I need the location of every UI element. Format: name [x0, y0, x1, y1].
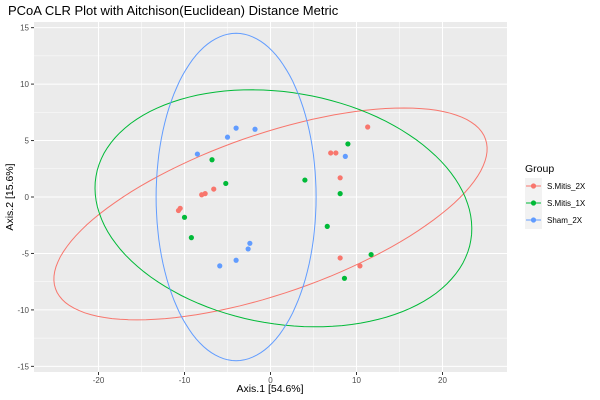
- legend-label: S.Mitis_1X: [547, 199, 586, 208]
- x-tick-label: 10: [352, 376, 361, 385]
- point-sham-2x: [194, 151, 200, 157]
- point-s-mitis-1x: [209, 157, 215, 163]
- point-s-mitis-2x: [365, 124, 371, 130]
- point-sham-2x: [342, 153, 348, 159]
- point-s-mitis-1x: [345, 141, 351, 147]
- point-sham-2x: [245, 246, 251, 252]
- y-tick-label: -15: [17, 362, 29, 371]
- point-sham-2x: [224, 134, 231, 140]
- legend-title: Group: [525, 163, 554, 175]
- point-s-mitis-2x: [211, 186, 217, 192]
- legend-item: S.Mitis_1X: [525, 195, 586, 212]
- ellipse-s-mitis-2x: [53, 107, 488, 321]
- legend-marker: [530, 200, 537, 206]
- x-tick-label: -20: [93, 376, 105, 385]
- point-sham-2x: [252, 126, 258, 132]
- point-s-mitis-2x: [202, 191, 208, 197]
- y-tick-label: 5: [25, 137, 30, 146]
- point-sham-2x: [217, 263, 223, 269]
- grid-layer: [34, 22, 507, 372]
- ellipse-s-mitis-1x: [94, 89, 473, 328]
- point-s-mitis-2x: [337, 255, 343, 261]
- point-s-mitis-1x: [188, 235, 194, 241]
- y-tick-label: -10: [17, 306, 29, 315]
- legend-marker: [530, 183, 537, 189]
- x-tick-label: 0: [268, 376, 273, 385]
- point-s-mitis-1x: [341, 275, 348, 281]
- ellipse-layer: [53, 32, 488, 362]
- point-s-mitis-1x: [181, 214, 188, 220]
- point-s-mitis-1x: [324, 223, 330, 229]
- point-s-mitis-2x: [333, 150, 339, 156]
- legend-marker: [530, 217, 537, 223]
- ellipse-sham-2x: [155, 32, 317, 362]
- point-sham-2x: [247, 240, 253, 246]
- point-s-mitis-2x: [177, 205, 183, 211]
- point-sham-2x: [233, 257, 239, 263]
- point-s-mitis-2x: [328, 150, 334, 156]
- legend-label: S.Mitis_2X: [547, 182, 586, 191]
- legend: Group S.Mitis_2X S.Mitis_1X Sham_2X: [525, 163, 586, 229]
- legend-item: S.Mitis_2X: [525, 178, 586, 195]
- legend-item: Sham_2X: [525, 212, 583, 229]
- point-s-mitis-2x: [357, 263, 363, 269]
- legend-label: Sham_2X: [547, 216, 583, 225]
- point-s-mitis-1x: [302, 177, 308, 183]
- y-axis-title: Axis.2 [15.6%]: [4, 163, 16, 230]
- y-tick-label: 10: [20, 80, 29, 89]
- tick-layer: -20 -10 0 10 20 -15 -10 -5 0 5 10 15: [17, 24, 447, 385]
- y-tick-label: -5: [22, 249, 30, 258]
- y-tick-label: 15: [20, 24, 29, 33]
- point-sham-2x: [233, 125, 239, 131]
- point-s-mitis-2x: [337, 175, 343, 181]
- point-s-mitis-1x: [337, 191, 343, 197]
- x-axis-title: Axis.1 [54.6%]: [236, 383, 303, 395]
- y-tick-label: 0: [25, 193, 30, 202]
- point-layer: [175, 124, 374, 281]
- x-tick-label: -10: [179, 376, 191, 385]
- point-s-mitis-1x: [223, 180, 229, 187]
- chart-title: PCoA CLR Plot with Aitchison(Euclidean) …: [8, 3, 339, 18]
- point-s-mitis-1x: [368, 251, 374, 258]
- x-tick-label: 20: [438, 376, 447, 385]
